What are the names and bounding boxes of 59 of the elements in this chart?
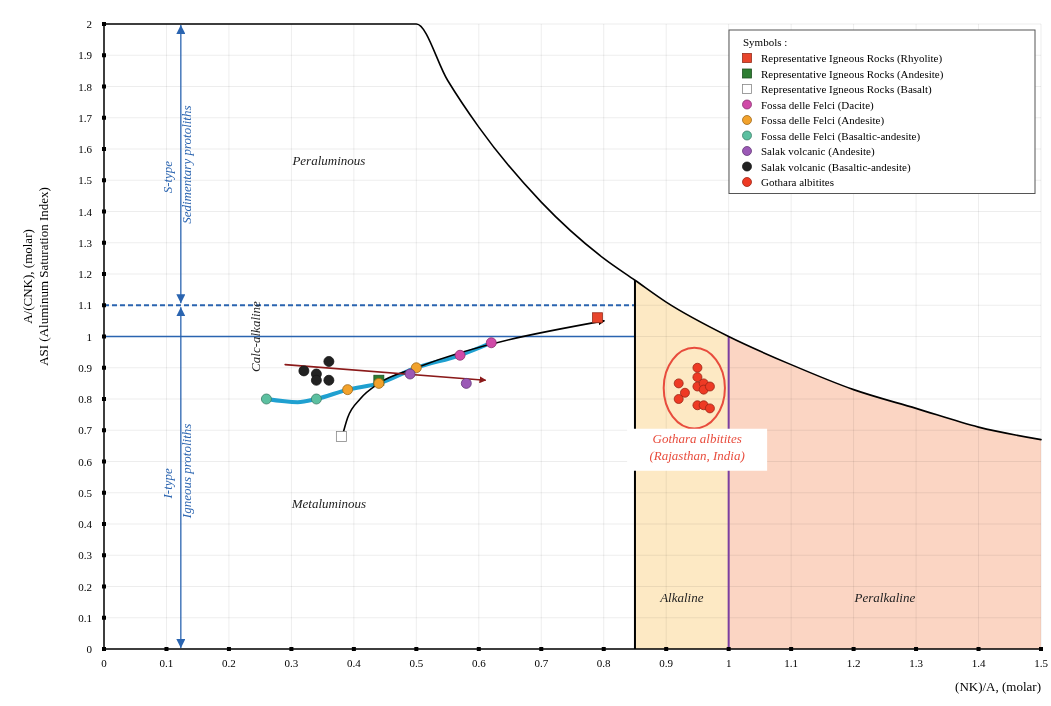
x-tick-label: 0.1 [159,657,174,669]
annotation: Calc-alkaline [248,300,264,372]
y-tick-label: 0.7 [78,424,93,437]
y-tick-label: 1 [86,330,92,343]
y-tick-label: 1.6 [78,143,93,155]
legend-label: Representative Igneous Rocks (Rhyolite) [761,52,943,65]
legend-label: Fossa delle Felci (Andesite) [761,114,885,127]
y-tick-label: 1.4 [78,205,93,218]
x-tick-label: 1.2 [846,657,861,669]
x-tick-label: 1.4 [971,657,986,669]
band-label: Alkaline [659,590,704,606]
y-axis-title: A/(CNK), (molar) ASI (Aluminum Saturation Index) [20,187,51,366]
legend-label: Salak volcanic (Andesite) [761,145,875,158]
y-tick-label: 1.7 [78,111,93,124]
x-tick-label: 0.5 [409,657,424,669]
annotation: S-type [160,160,176,194]
legend-label: Fossa delle Felci (Dacite) [761,98,875,112]
x-tick-label: 0.8 [596,657,612,669]
y-tick-label: 0.4 [78,518,93,530]
y-tick-label: 0.1 [78,611,92,624]
y-tick-label: 1.9 [78,49,93,62]
x-tick-label: 0.3 [284,657,299,669]
y-tick-label: 1.8 [78,80,93,93]
y-tick-label: 1.1 [78,299,92,312]
annotation: Metaluminous [290,496,367,512]
y-tick-label: 0.6 [78,455,93,468]
y-tick-label: 0.3 [78,549,93,562]
legend-title: Symbols : [743,36,788,48]
band-label: Peralkaline [853,590,916,606]
x-tick-label: 0 [101,657,108,669]
x-tick-label: 1.1 [784,657,799,669]
y-tick-label: 1.3 [78,236,93,249]
y-tick-label: 0.2 [78,580,92,593]
y-tick-label: 0 [86,643,93,655]
x-tick-label: 0.7 [534,657,549,669]
y-tick-label: 0.9 [78,361,93,374]
x-tick-label: 1.3 [909,657,924,669]
y-tick-label: 1.5 [78,174,93,187]
x-tick-label: 0.2 [222,657,236,669]
y-tick-label: 0.5 [78,486,93,499]
legend-label: Gothara albitites [761,176,835,188]
y-tick-label: 0.8 [78,393,93,405]
annotation: Sedimentary protoliths [179,105,195,224]
y-tick-label: 2 [86,18,92,30]
annotation: Gothara albitites (Rajasthan, India) [649,430,745,463]
legend-label: Representative Igneous Rocks (Basalt) [761,83,933,96]
x-tick-label: 1 [725,657,732,669]
x-tick-label: 1.5 [1034,657,1049,669]
x-tick-label: 0.4 [346,657,362,669]
x-tick-label: 0.6 [471,657,487,669]
x-axis-title: (NK)/A, (molar) [955,679,1041,694]
legend-label: Representative Igneous Rocks (Andesite) [761,67,944,81]
y-tick-label: 1.2 [78,268,92,280]
annotation: Igneous protoliths [179,423,195,520]
annotation: I-type [160,467,176,500]
legend-label: Fossa delle Felci (Basaltic-andesite) [761,129,921,143]
legend-label: Salak volcanic (Basaltic-andesite) [761,160,911,174]
annotation: Peraluminous [291,152,366,168]
x-tick-label: 0.9 [659,657,674,669]
